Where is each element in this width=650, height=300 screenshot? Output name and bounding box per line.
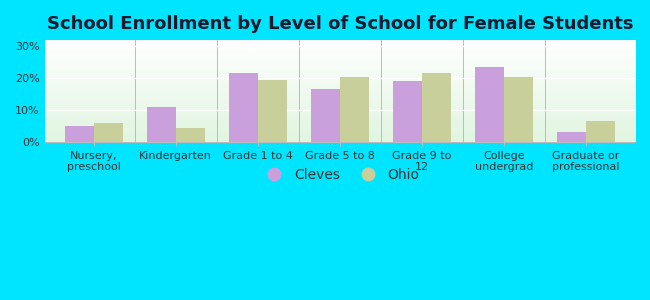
Bar: [176, 128, 205, 142]
Bar: [586, 121, 614, 142]
Bar: [475, 67, 504, 142]
Bar: [229, 74, 258, 142]
Bar: [147, 107, 176, 142]
Bar: [340, 77, 369, 142]
Bar: [504, 77, 532, 142]
Bar: [422, 74, 450, 142]
Bar: [65, 126, 94, 142]
Bar: [311, 89, 340, 142]
Legend: Cleves, Ohio: Cleves, Ohio: [255, 163, 424, 188]
Bar: [557, 132, 586, 142]
Bar: [94, 123, 122, 142]
Title: School Enrollment by Level of School for Female Students: School Enrollment by Level of School for…: [47, 15, 633, 33]
Bar: [393, 81, 422, 142]
Bar: [258, 80, 287, 142]
